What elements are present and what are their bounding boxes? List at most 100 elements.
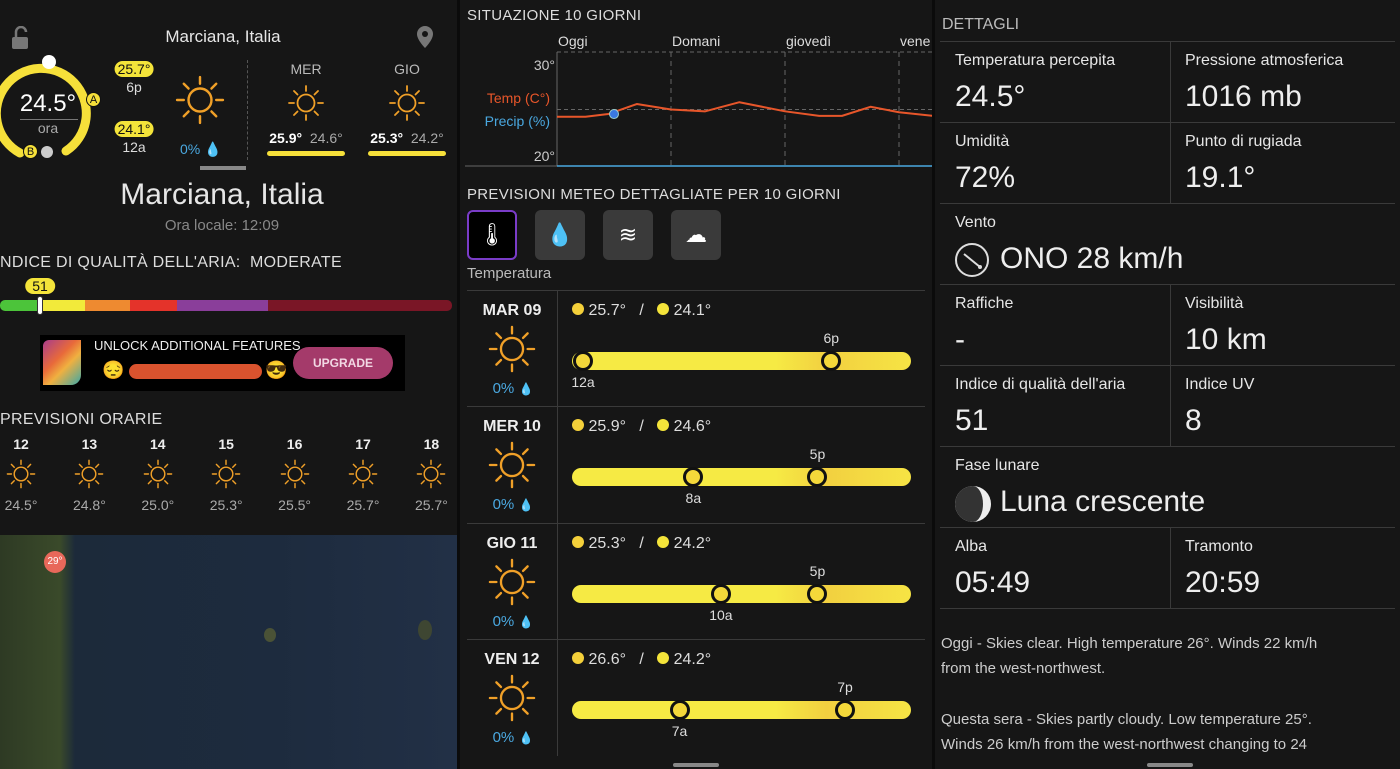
sun-icon: [488, 558, 536, 605]
day-row[interactable]: MER 10 0% 💧 25.9° / 24.6° 8a 5p: [467, 406, 925, 524]
map-pin-icon[interactable]: [417, 26, 433, 48]
high-time-label: 6p: [823, 330, 840, 346]
temp-series-line: [557, 101, 932, 118]
raindrops-icon: 💧: [204, 141, 222, 157]
low-time-marker: [573, 351, 593, 371]
sun-dot-icon: [657, 419, 670, 432]
divider: [1170, 365, 1171, 446]
high-temp: 25.3°: [588, 534, 626, 552]
forecast-text-today: Oggi - Skies clear. High temperature 26°…: [941, 631, 1317, 681]
sun-icon: [288, 85, 324, 121]
high-time-label: 5p: [809, 562, 826, 579]
high-low: 26.6° / 24.2°: [572, 651, 711, 669]
detail-cell: Pressione atmosferica 1016 mb: [1170, 41, 1395, 122]
wind-direction-icon: [955, 243, 989, 277]
high-time-marker: [821, 351, 842, 371]
divider: [1170, 527, 1171, 608]
radar-map[interactable]: 29°: [0, 535, 457, 769]
aqi-segment: [130, 300, 177, 311]
precip-value: 0%: [492, 496, 515, 514]
detail-label: Pressione atmosferica: [1185, 52, 1344, 69]
detail-value: ONO 28 km/h: [1000, 242, 1184, 275]
cool-emoji-icon: 😎: [265, 360, 288, 380]
map-temp-badge[interactable]: 29°: [44, 551, 66, 573]
hour-label: 12: [13, 436, 29, 452]
high-temp-badge: 25.7°: [114, 61, 154, 77]
low-temp: 24.2°: [673, 534, 712, 552]
day-row[interactable]: VEN 12 0% 💧 26.6° / 24.2° 7a 7p: [467, 638, 925, 756]
detail-label: Punto di rugiada: [1185, 133, 1302, 150]
day-label: MAR 09: [482, 302, 542, 319]
raindrops-icon: 💧: [518, 730, 534, 745]
tab-raindrops[interactable]: 💧: [535, 210, 585, 260]
hour-label: 17: [355, 436, 371, 452]
aqi-marker: [37, 296, 43, 315]
lock-open-icon[interactable]: [11, 26, 31, 50]
upgrade-banner[interactable]: UNLOCK ADDITIONAL FEATURES 😔 😎 UPGRADE: [40, 335, 405, 391]
temp-range-bar: [572, 352, 911, 370]
scroll-handle[interactable]: [673, 763, 719, 767]
cloud-icon: ☁: [685, 222, 707, 247]
legend-precip: Precip (%): [485, 113, 550, 129]
high-temp: 26.6°: [588, 650, 626, 668]
day-label: MER 10: [483, 418, 541, 436]
local-time: Ora locale: 12:09: [164, 217, 280, 234]
x-tick-label: Oggi: [558, 33, 588, 49]
detail-cell: Vento ONO 28 km/h: [940, 203, 1395, 284]
raindrops-icon: 💧: [546, 222, 574, 247]
map-logo-icon: [43, 340, 81, 385]
sun-icon: [211, 459, 241, 489]
sun-dot-icon: [572, 535, 584, 548]
low-time-label: 7a: [671, 722, 688, 739]
text-line: Winds 26 km/h from the west-northwest ch…: [941, 736, 1308, 753]
detail-cell: Indice di qualità dell'aria 51: [940, 365, 1170, 446]
low: 24.6°: [309, 130, 343, 146]
detail-value: 8: [1185, 404, 1202, 437]
tab-thermometer[interactable]: 🌡: [467, 210, 517, 260]
detail-cell: Fase lunare Luna crescente: [940, 446, 1395, 527]
upgrade-button[interactable]: UPGRADE: [293, 347, 393, 379]
sun-icon: [389, 85, 425, 121]
scroll-handle[interactable]: [1147, 763, 1193, 767]
detail-value: 10 km: [1185, 323, 1267, 356]
temp-range-bar: [572, 700, 911, 719]
sun-icon: [488, 325, 536, 373]
high-time-marker: [807, 583, 828, 604]
sun-dot-icon: [657, 535, 670, 548]
detail-value: Luna crescente: [1000, 485, 1206, 518]
hour-temp: 25.5°: [278, 497, 312, 513]
detail-label: Visibilità: [1185, 295, 1244, 312]
hour-label: 13: [81, 436, 98, 452]
divider: [557, 291, 558, 407]
legend-temp: Temp (C°): [487, 90, 550, 106]
low-time-marker: [669, 699, 690, 720]
precip-chance: 0% 💧: [493, 380, 534, 397]
day-row[interactable]: GIO 11 0% 💧 25.3° / 24.2° 10a 5p: [467, 522, 925, 640]
tab-cloud[interactable]: ☁: [671, 210, 721, 260]
sun-dot-icon: [657, 651, 670, 664]
detail-label: Vento: [955, 214, 996, 231]
page-indicator[interactable]: [200, 166, 246, 170]
detail-cell: Visibilità 10 km: [1170, 284, 1395, 365]
y-tick-label: 20°: [534, 148, 555, 164]
situation-heading: SITUAZIONE 10 GIORNI: [467, 7, 642, 24]
hour-temp: 25.0°: [141, 497, 175, 513]
hour-temp: 24.8°: [72, 497, 106, 513]
mini-day-temps: 25.3° 24.2°: [370, 130, 444, 146]
hourly-heading: PREVISIONI ORARIE: [0, 411, 163, 428]
detail-value: 72%: [955, 161, 1016, 194]
wind-icon: ≋: [618, 222, 638, 247]
day-row[interactable]: MAR 09 0% 💧 25.7° / 24.1° 12a 6p: [467, 290, 925, 407]
aqi-heading: NDICE DI QUALITÀ DELL'ARIA: MODERATE: [0, 254, 342, 272]
hour-label: 15: [218, 436, 234, 452]
divider: [557, 523, 558, 640]
tab-wind[interactable]: ≋: [603, 210, 653, 260]
text-line: Questa sera - Skies partly cloudy. Low t…: [941, 711, 1312, 728]
detail-cell: Punto di rugiada 19.1°: [1170, 122, 1395, 203]
detail-cell: Tramonto 20:59: [1170, 527, 1395, 608]
low-time-marker: [683, 467, 704, 488]
island: [418, 620, 432, 640]
hour-label: 18: [423, 436, 440, 452]
detail-value: 05:49: [955, 566, 1031, 599]
sun-dot-icon: [572, 419, 584, 432]
